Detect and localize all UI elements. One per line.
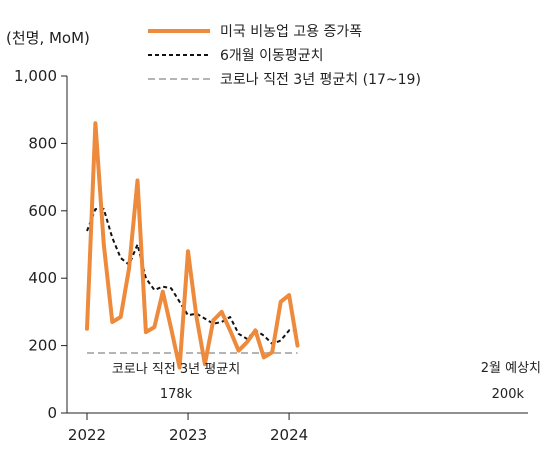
legend: 미국 비농업 고용 증가폭 6개월 이동평균치 코로나 직전 3년 평균치 (1… <box>148 24 421 88</box>
y-tick-label: 800 <box>28 134 57 152</box>
annotation-pre-covid-label: 코로나 직전 3년 평균치 <box>112 362 240 377</box>
annotation-forecast-label: 2월 예상치 <box>481 361 541 376</box>
legend-label-moving-average: 6개월 이동평균치 <box>220 48 324 64</box>
legend-item-payroll: 미국 비농업 고용 증가폭 <box>148 24 362 40</box>
legend-item-moving-average: 6개월 이동평균치 <box>148 48 324 64</box>
annotation-layer: 코로나 직전 3년 평균치 178k 2월 예상치 200k <box>112 361 541 402</box>
legend-label-pre-covid-average: 코로나 직전 3년 평균치 (17~19) <box>220 72 421 88</box>
y-tick-label: 400 <box>28 269 57 287</box>
legend-item-pre-covid-average: 코로나 직전 3년 평균치 (17~19) <box>148 72 421 88</box>
x-tick-label: 2024 <box>270 426 308 444</box>
y-unit-label: (천명, MoM) <box>6 29 90 47</box>
y-axis: 0 200 400 600 800 1,000 <box>14 67 68 422</box>
x-tick-label: 2023 <box>169 426 207 444</box>
y-tick-label: 200 <box>28 337 57 355</box>
series-layer <box>85 121 300 370</box>
legend-label-payroll: 미국 비농업 고용 증가폭 <box>220 24 362 40</box>
annotation-forecast-value: 200k <box>492 387 525 402</box>
moving-average-series-line <box>86 208 298 345</box>
x-axis: 2022 2023 2024 <box>67 412 528 444</box>
x-tick-label: 2022 <box>68 426 106 444</box>
y-tick-label: 0 <box>47 404 57 422</box>
y-tick-label: 600 <box>28 202 57 220</box>
annotation-pre-covid-value: 178k <box>160 387 193 402</box>
payroll-series-line <box>85 121 300 370</box>
y-tick-label: 1,000 <box>14 67 57 85</box>
